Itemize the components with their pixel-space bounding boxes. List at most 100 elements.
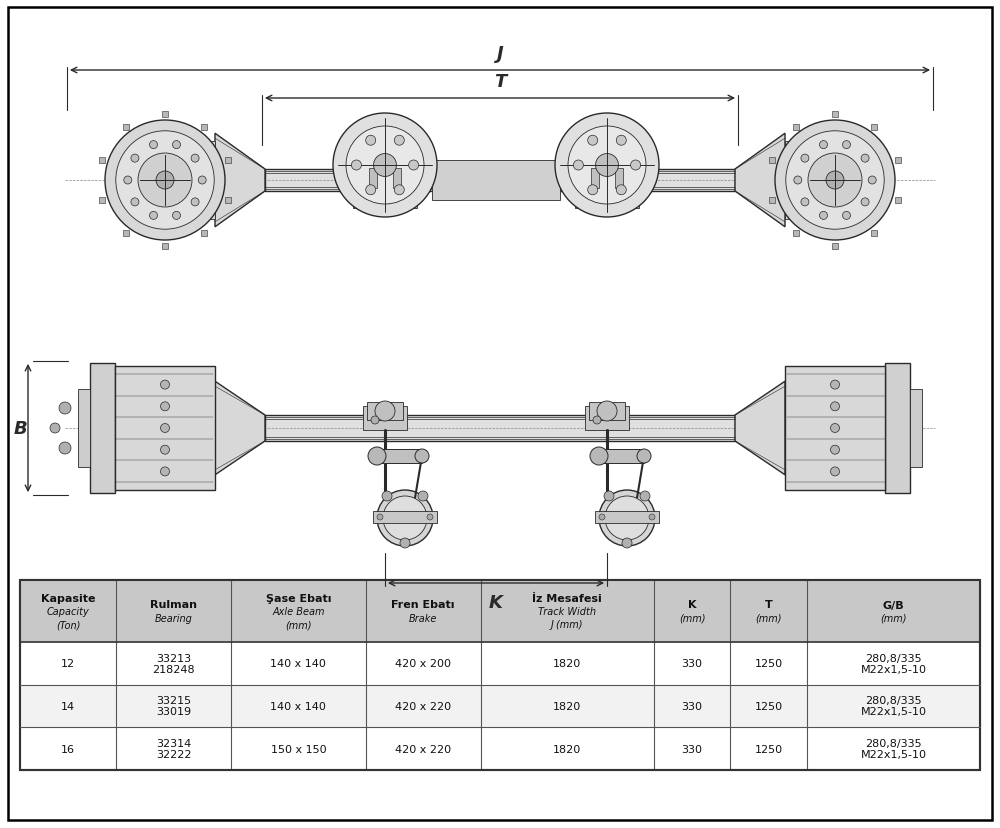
Circle shape [830, 445, 840, 455]
Text: Rulman: Rulman [150, 599, 197, 609]
Text: (mm): (mm) [679, 613, 705, 623]
Text: 1250: 1250 [755, 744, 783, 753]
Circle shape [842, 212, 850, 220]
Text: 32222: 32222 [156, 749, 191, 759]
Circle shape [637, 450, 651, 464]
Circle shape [366, 136, 376, 146]
Circle shape [801, 155, 809, 163]
Bar [599, 450, 644, 464]
Bar [127, 142, 215, 219]
Bar [432, 161, 560, 200]
Circle shape [377, 514, 383, 520]
Bar [225, 157, 231, 163]
Circle shape [830, 402, 840, 412]
Polygon shape [215, 134, 265, 228]
Circle shape [826, 171, 844, 190]
Text: T: T [765, 599, 773, 609]
Bar [162, 112, 168, 118]
Text: 280,8/335: 280,8/335 [865, 696, 922, 705]
Circle shape [374, 154, 396, 177]
Circle shape [150, 212, 158, 220]
Text: (Ton): (Ton) [56, 619, 80, 629]
Circle shape [861, 155, 869, 163]
Circle shape [366, 185, 376, 195]
Circle shape [377, 490, 433, 546]
Circle shape [794, 177, 802, 185]
Circle shape [394, 136, 404, 146]
Circle shape [590, 447, 608, 465]
Circle shape [640, 491, 650, 502]
Text: Fren Ebatı: Fren Ebatı [391, 599, 455, 609]
Circle shape [371, 416, 379, 425]
Text: T: T [494, 73, 506, 91]
Circle shape [596, 154, 618, 177]
Circle shape [138, 154, 192, 208]
Text: 33215: 33215 [156, 696, 191, 705]
Bar [589, 402, 625, 421]
Circle shape [830, 424, 840, 433]
Circle shape [842, 142, 850, 149]
Bar [793, 124, 799, 131]
Circle shape [191, 199, 199, 207]
Text: G/B: G/B [883, 599, 904, 609]
Bar [265, 170, 735, 192]
Circle shape [394, 185, 404, 195]
Circle shape [861, 199, 869, 207]
Circle shape [418, 491, 428, 502]
Circle shape [415, 450, 429, 464]
Bar [575, 185, 639, 209]
Text: Şase Ebatı: Şase Ebatı [266, 594, 331, 604]
Circle shape [775, 121, 895, 241]
Bar [910, 389, 922, 468]
Text: 1250: 1250 [755, 658, 783, 668]
Bar [832, 112, 838, 118]
Bar [895, 157, 901, 163]
Bar [871, 124, 877, 131]
Text: Kapasite: Kapasite [41, 594, 95, 604]
Text: 330: 330 [682, 744, 702, 753]
Circle shape [105, 121, 225, 241]
Bar [20, 580, 980, 643]
Bar [871, 231, 877, 237]
Circle shape [172, 142, 180, 149]
Bar [832, 243, 838, 250]
Circle shape [161, 381, 170, 390]
Bar [99, 157, 105, 163]
Circle shape [830, 381, 840, 390]
Text: 330: 330 [682, 658, 702, 668]
Circle shape [124, 177, 132, 185]
Bar [123, 124, 129, 131]
Circle shape [150, 142, 158, 149]
Circle shape [131, 155, 139, 163]
Bar [769, 157, 775, 163]
Circle shape [568, 127, 646, 205]
Polygon shape [735, 134, 785, 228]
Circle shape [116, 132, 214, 230]
Bar [373, 512, 437, 523]
Circle shape [588, 136, 598, 146]
Circle shape [351, 161, 361, 171]
Polygon shape [735, 382, 785, 475]
Circle shape [161, 445, 170, 455]
Polygon shape [215, 382, 265, 475]
Text: İz Mesafesi: İz Mesafesi [532, 593, 602, 604]
Circle shape [131, 199, 139, 207]
Circle shape [59, 402, 71, 415]
Bar [591, 169, 599, 189]
Text: Capacity: Capacity [47, 606, 89, 616]
Circle shape [593, 416, 601, 425]
Bar [78, 389, 90, 468]
Text: K: K [688, 599, 696, 609]
Bar [369, 169, 377, 189]
Bar [377, 450, 422, 464]
Circle shape [808, 154, 862, 208]
Text: Axle Beam: Axle Beam [272, 606, 325, 616]
Bar [265, 416, 735, 441]
Text: 16: 16 [61, 744, 75, 753]
Bar [595, 512, 659, 523]
Circle shape [820, 142, 828, 149]
Text: (mm): (mm) [880, 613, 907, 623]
Text: Brake: Brake [409, 613, 437, 623]
Circle shape [156, 171, 174, 190]
Circle shape [191, 155, 199, 163]
